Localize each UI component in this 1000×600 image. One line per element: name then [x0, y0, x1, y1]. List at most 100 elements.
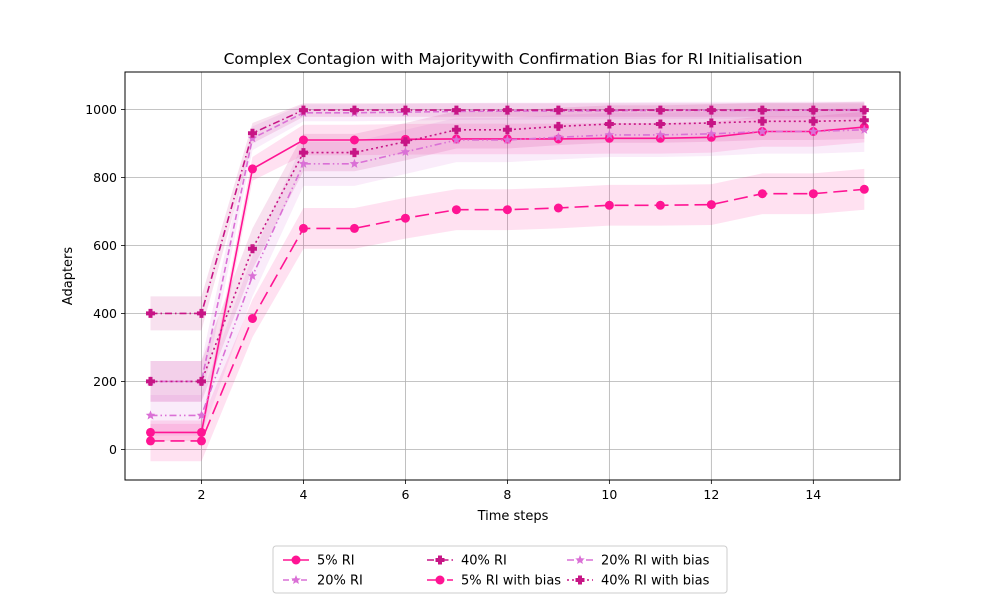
- data-point-4-13: [808, 126, 819, 136]
- data-point-4-1: [196, 410, 207, 420]
- series-line-5: [150, 119, 865, 383]
- data-point-0-9: [604, 133, 614, 143]
- data-point-5-14: [859, 115, 869, 125]
- y-axis-label: Adapters: [61, 247, 76, 306]
- data-point-5-13: [808, 116, 818, 126]
- data-point-3-9: [604, 200, 614, 210]
- legend-label-3: 5% RI with bias: [461, 574, 561, 589]
- data-point-0-3: [298, 135, 308, 145]
- data-point-3-5: [400, 213, 410, 223]
- data-point-0-1: [196, 427, 206, 437]
- data-point-5-5: [400, 137, 410, 147]
- data-point-2-8: [553, 105, 563, 115]
- plot-frame: [124, 71, 901, 481]
- data-point-1-2: [247, 133, 258, 143]
- x-tick-label: 8: [503, 487, 511, 502]
- data-point-3-2: [247, 314, 257, 323]
- data-point-0-4: [349, 135, 359, 145]
- data-point-0-11: [706, 132, 716, 142]
- legend-box: [272, 545, 728, 594]
- legend-marker-4: [575, 555, 585, 565]
- data-point-3-7: [502, 205, 512, 215]
- x-tick-label: 6: [401, 487, 409, 502]
- data-point-2-5: [400, 105, 410, 115]
- data-point-2-4: [349, 105, 359, 115]
- data-point-3-11: [706, 200, 716, 210]
- series-band-4: [150, 107, 865, 436]
- data-point-3-8: [553, 203, 563, 213]
- y-tick-label: 0: [109, 442, 117, 457]
- x-tick-label: 12: [703, 487, 719, 502]
- legend-marker-0: [291, 555, 301, 565]
- legend-label-5: 40% RI with bias: [601, 574, 710, 589]
- series-band-3: [150, 168, 865, 462]
- data-point-4-5: [400, 146, 411, 156]
- legend: 5% RI 20% RI 40% RI 5% RI with bias 20% RI w…: [272, 545, 728, 594]
- data-point-5-7: [502, 125, 512, 135]
- y-tick-label: 1000: [85, 102, 117, 117]
- data-point-2-11: [706, 105, 716, 115]
- data-point-4-10: [655, 129, 666, 139]
- legend-label-4: 20% RI with bias: [601, 554, 710, 569]
- data-point-3-3: [298, 223, 308, 233]
- data-point-2-6: [451, 105, 461, 115]
- data-point-2-7: [502, 105, 512, 115]
- data-point-4-7: [502, 135, 513, 145]
- data-point-5-11: [706, 118, 716, 128]
- y-tick-label: 800: [93, 170, 117, 185]
- data-point-5-8: [553, 121, 563, 131]
- data-point-4-14: [859, 124, 870, 134]
- data-point-2-10: [655, 105, 665, 115]
- data-point-4-12: [757, 126, 768, 136]
- data-point-0-0: [145, 427, 155, 437]
- data-point-5-4: [349, 148, 359, 158]
- y-axis-ticks: 0 200 400 600 800 1000: [85, 102, 125, 457]
- legend-marker-5: [575, 575, 585, 585]
- chart-title: Complex Contagion with Majoritywith Conf…: [224, 50, 803, 68]
- y-tick-label: 600: [93, 238, 117, 253]
- data-point-2-14: [859, 105, 869, 115]
- data-point-2-9: [604, 105, 614, 115]
- data-point-5-0: [145, 376, 155, 386]
- data-point-2-0: [145, 308, 155, 318]
- x-tick-label: 4: [299, 487, 307, 502]
- legend-label-1: 20% RI: [317, 574, 363, 589]
- data-point-2-1: [196, 308, 206, 318]
- data-point-3-1: [196, 436, 206, 446]
- legend-label-2: 40% RI: [461, 554, 507, 569]
- y-tick-label: 400: [93, 306, 117, 321]
- data-point-2-12: [757, 105, 767, 115]
- data-point-3-13: [808, 189, 818, 199]
- data-point-4-0: [145, 410, 156, 420]
- data-point-5-1: [196, 376, 206, 386]
- data-point-3-0: [145, 436, 155, 446]
- legend-label-0: 5% RI: [317, 554, 355, 569]
- data-point-4-2: [247, 271, 258, 281]
- legend-marker-1: [291, 575, 301, 585]
- data-point-4-9: [604, 129, 615, 139]
- data-point-2-2: [247, 128, 257, 138]
- legend-marker-3: [435, 575, 445, 585]
- data-point-5-9: [604, 119, 614, 129]
- data-point-0-10: [655, 133, 665, 143]
- y-tick-label: 200: [93, 374, 117, 389]
- data-point-5-3: [298, 148, 308, 158]
- data-point-3-10: [655, 200, 665, 210]
- series-markers: [145, 105, 870, 446]
- data-point-5-12: [757, 116, 767, 126]
- data-point-4-11: [706, 128, 717, 138]
- data-point-3-4: [349, 223, 359, 233]
- x-tick-label: 2: [198, 487, 206, 502]
- data-point-2-3: [298, 105, 308, 115]
- data-point-3-14: [859, 184, 869, 194]
- data-point-5-10: [655, 119, 665, 129]
- data-point-0-2: [247, 164, 257, 174]
- data-point-4-4: [349, 158, 360, 168]
- data-point-3-6: [451, 205, 461, 215]
- data-point-2-13: [808, 105, 818, 115]
- series-band-0: [150, 111, 865, 441]
- x-axis-label: Time steps: [477, 509, 549, 524]
- data-point-5-6: [451, 125, 461, 135]
